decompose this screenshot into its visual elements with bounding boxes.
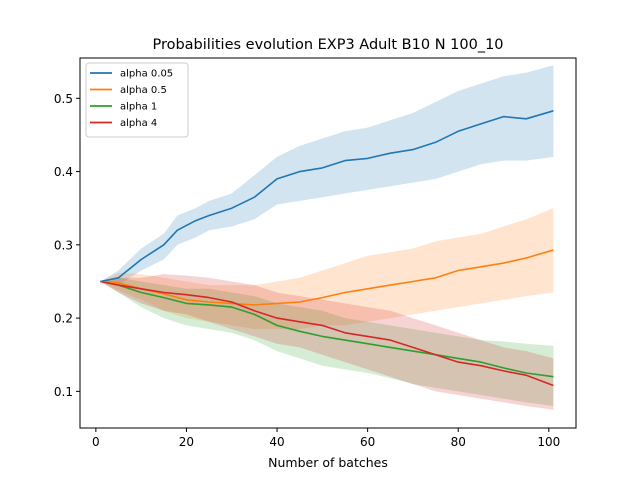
legend-label: alpha 1 <box>120 102 157 113</box>
band-series-4 <box>100 274 554 410</box>
chart-title: Probabilities evolution EXP3 Adult B10 N… <box>152 37 503 53</box>
y-axis: 0.1 0.2 0.3 0.4 0.5 <box>54 92 80 399</box>
x-tick-label: 20 <box>179 435 194 449</box>
x-tick-label: 60 <box>360 435 375 449</box>
band-series-3 <box>100 277 554 406</box>
y-tick-label: 0.1 <box>54 385 73 399</box>
band-series-1 <box>100 65 554 286</box>
legend-label: alpha 0.5 <box>120 85 167 96</box>
line-series-2 <box>100 249 554 306</box>
legend-label: alpha 0.05 <box>120 69 173 80</box>
line-series-1 <box>100 110 554 283</box>
y-tick-label: 0.3 <box>54 238 73 252</box>
x-tick-label: 40 <box>269 435 284 449</box>
x-tick-label: 100 <box>537 435 560 449</box>
x-axis: 0 20 40 60 80 100 <box>92 428 560 449</box>
legend: alpha 0.05 alpha 0.5 alpha 1 alpha 4 <box>85 62 189 138</box>
x-axis-label: Number of batches <box>268 455 388 470</box>
legend-label: alpha 4 <box>120 118 157 129</box>
x-tick-label: 0 <box>92 435 100 449</box>
plot-area-frame <box>79 57 577 429</box>
series-lines <box>100 110 554 387</box>
y-tick-label: 0.4 <box>54 165 73 179</box>
line-series-3 <box>100 280 554 378</box>
y-tick-label: 0.5 <box>54 92 73 106</box>
x-tick-label: 80 <box>451 435 466 449</box>
y-tick-label: 0.2 <box>54 312 73 326</box>
line-series-4 <box>100 280 554 387</box>
legend-box <box>85 62 189 138</box>
